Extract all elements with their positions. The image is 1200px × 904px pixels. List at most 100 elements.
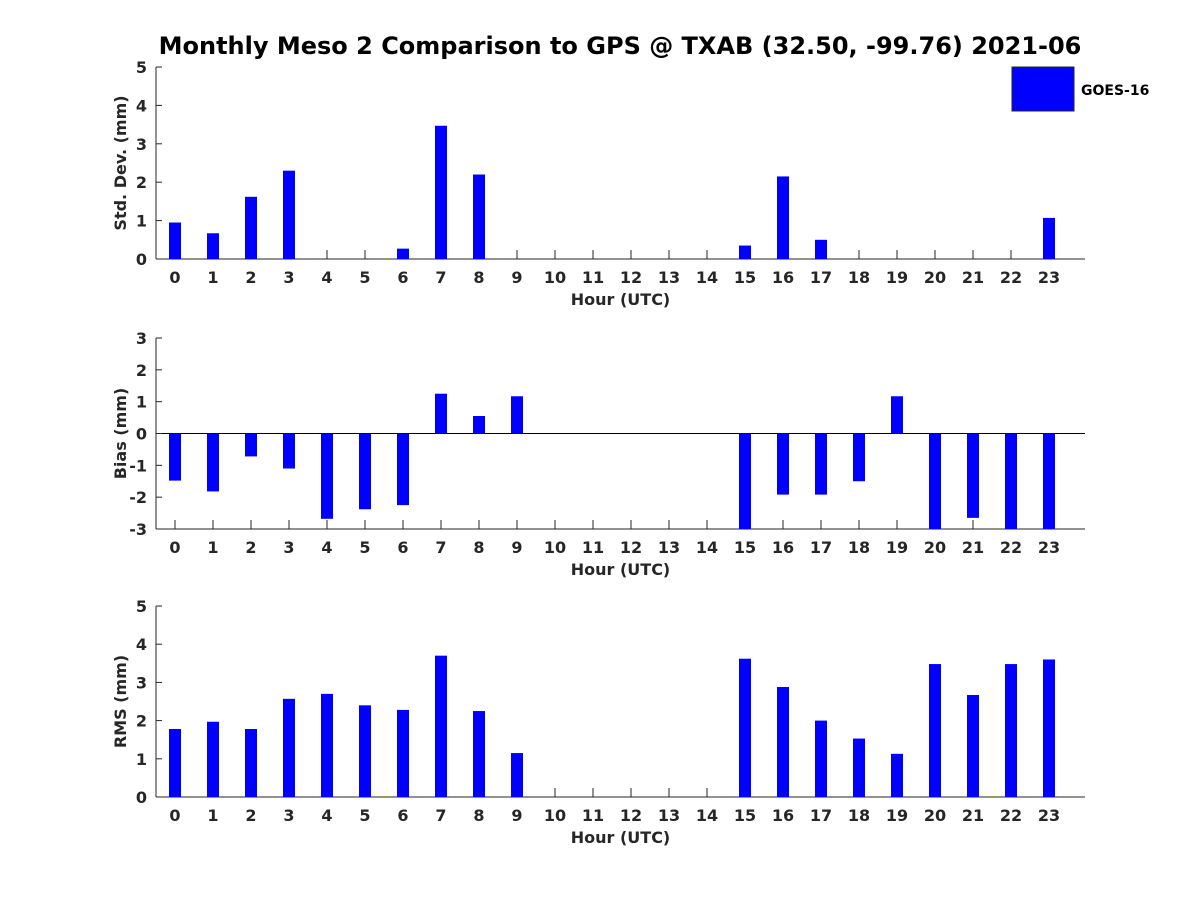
x-tick-label: 10 bbox=[544, 268, 566, 287]
x-tick-label: 22 bbox=[1000, 538, 1022, 557]
bar-hour-9 bbox=[511, 396, 523, 434]
bar-hour-7 bbox=[435, 393, 447, 434]
x-tick-label: 20 bbox=[924, 806, 946, 825]
x-tick-label: 15 bbox=[734, 806, 756, 825]
bar-hour-18 bbox=[853, 433, 865, 482]
bar-hour-2 bbox=[245, 196, 257, 259]
x-tick-label: 16 bbox=[772, 806, 794, 825]
bar-hour-4 bbox=[321, 693, 333, 797]
x-tick-label: 18 bbox=[848, 538, 870, 557]
x-tick-label: 11 bbox=[582, 806, 604, 825]
x-tick-label: 18 bbox=[848, 806, 870, 825]
x-tick-label: 9 bbox=[511, 806, 522, 825]
x-tick-label: 1 bbox=[207, 538, 218, 557]
y-axis-label: RMS (mm) bbox=[111, 655, 130, 748]
x-tick-label: 5 bbox=[359, 538, 370, 557]
y-tick-label: 4 bbox=[136, 96, 147, 115]
y-tick-label: 2 bbox=[136, 712, 147, 731]
legend-swatch-goes-16 bbox=[1011, 66, 1075, 112]
bar-hour-5 bbox=[359, 433, 371, 510]
bar-hour-19 bbox=[891, 753, 903, 797]
y-tick-label: 1 bbox=[136, 212, 147, 231]
x-tick-label: 14 bbox=[696, 538, 718, 557]
x-tick-label: 10 bbox=[544, 538, 566, 557]
x-tick-label: 6 bbox=[397, 806, 408, 825]
legend-label-goes-16: GOES-16 bbox=[1081, 83, 1149, 99]
y-tick-label: 3 bbox=[136, 329, 147, 348]
bar-hour-17 bbox=[815, 433, 827, 495]
bar-hour-5 bbox=[359, 705, 371, 797]
x-tick-label: 3 bbox=[283, 806, 294, 825]
bar-hour-8 bbox=[473, 174, 485, 259]
bar-hour-2 bbox=[245, 729, 257, 797]
bar-hour-6 bbox=[397, 433, 409, 506]
y-tick-label: -3 bbox=[129, 520, 147, 539]
x-tick-label: 20 bbox=[924, 268, 946, 287]
x-tick-label: 8 bbox=[473, 268, 484, 287]
x-tick-label: 7 bbox=[435, 268, 446, 287]
y-tick-label: 0 bbox=[136, 425, 147, 444]
x-tick-label: 23 bbox=[1038, 806, 1060, 825]
chart-title: Monthly Meso 2 Comparison to GPS @ TXAB … bbox=[159, 32, 1082, 60]
y-tick-label: 0 bbox=[136, 250, 147, 269]
y-tick-label: 5 bbox=[136, 597, 147, 616]
x-tick-label: 21 bbox=[962, 806, 984, 825]
x-tick-label: 17 bbox=[810, 806, 832, 825]
x-tick-label: 12 bbox=[620, 268, 642, 287]
bar-hour-20 bbox=[929, 433, 941, 529]
x-tick-label: 17 bbox=[810, 268, 832, 287]
x-tick-label: 7 bbox=[435, 806, 446, 825]
x-tick-label: 6 bbox=[397, 538, 408, 557]
x-tick-label: 11 bbox=[582, 268, 604, 287]
bar-hour-7 bbox=[435, 125, 447, 259]
y-tick-label: 1 bbox=[136, 393, 147, 412]
x-tick-label: 16 bbox=[772, 268, 794, 287]
bar-hour-9 bbox=[511, 753, 523, 797]
x-tick-label: 5 bbox=[359, 268, 370, 287]
bar-hour-22 bbox=[1005, 664, 1017, 797]
x-tick-label: 4 bbox=[321, 538, 332, 557]
x-tick-label: 6 bbox=[397, 268, 408, 287]
y-axis-label: Bias (mm) bbox=[111, 388, 130, 480]
bar-hour-15 bbox=[739, 245, 751, 259]
x-tick-label: 14 bbox=[696, 268, 718, 287]
x-tick-label: 13 bbox=[658, 806, 680, 825]
bar-hour-6 bbox=[397, 709, 409, 797]
bar-hour-15 bbox=[739, 433, 751, 529]
bar-hour-6 bbox=[397, 248, 409, 259]
y-tick-label: 1 bbox=[136, 750, 147, 769]
x-tick-label: 9 bbox=[511, 268, 522, 287]
y-tick-label: 2 bbox=[136, 173, 147, 192]
x-tick-label: 12 bbox=[620, 806, 642, 825]
bar-hour-19 bbox=[891, 396, 903, 434]
bar-hour-7 bbox=[435, 655, 447, 797]
x-tick-label: 18 bbox=[848, 268, 870, 287]
bar-hour-17 bbox=[815, 239, 827, 259]
bar-hour-16 bbox=[777, 433, 789, 495]
x-tick-label: 19 bbox=[886, 806, 908, 825]
x-tick-label: 20 bbox=[924, 538, 946, 557]
bar-hour-16 bbox=[777, 176, 789, 259]
x-tick-label: 11 bbox=[582, 538, 604, 557]
bar-hour-0 bbox=[169, 222, 181, 259]
x-tick-label: 22 bbox=[1000, 806, 1022, 825]
x-axis-label: Hour (UTC) bbox=[571, 560, 671, 579]
bar-hour-3 bbox=[283, 433, 295, 469]
bar-hour-18 bbox=[853, 738, 865, 797]
x-tick-label: 4 bbox=[321, 268, 332, 287]
x-tick-label: 3 bbox=[283, 268, 294, 287]
bar-hour-0 bbox=[169, 433, 181, 481]
bar-hour-16 bbox=[777, 686, 789, 797]
bar-hour-3 bbox=[283, 170, 295, 259]
y-tick-label: 3 bbox=[136, 673, 147, 692]
x-tick-label: 3 bbox=[283, 538, 294, 557]
y-tick-label: 2 bbox=[136, 361, 147, 380]
x-tick-label: 10 bbox=[544, 806, 566, 825]
bar-hour-1 bbox=[207, 233, 219, 259]
bar-hour-4 bbox=[321, 433, 333, 519]
x-tick-label: 4 bbox=[321, 806, 332, 825]
